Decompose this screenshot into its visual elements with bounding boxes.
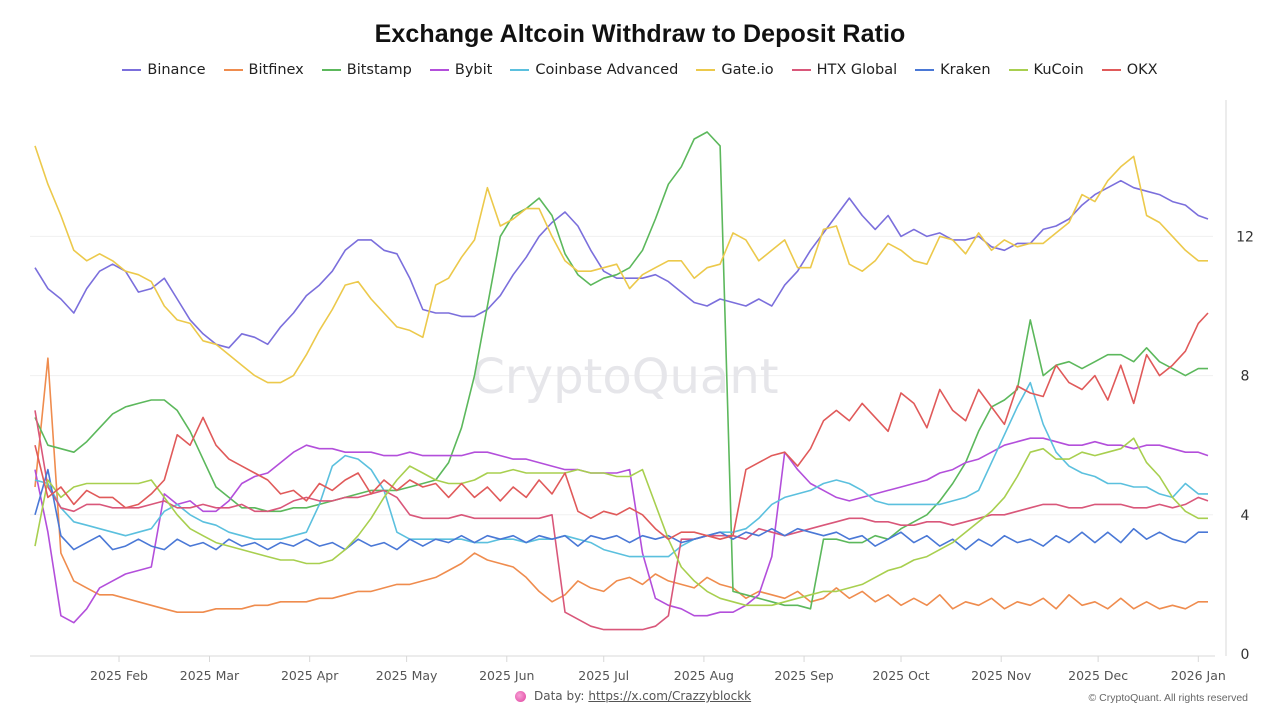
legend-item-kucoin[interactable]: KuCoin [1008,62,1084,78]
series-line-gate-io[interactable] [34,145,1208,384]
legend-swatch [1101,69,1121,71]
series-line-okx[interactable] [34,312,1209,541]
legend-swatch [122,69,142,71]
copyright-notice: © CryptoQuant. All rights reserved [1088,692,1248,704]
legend-swatch [429,69,449,71]
x-tick-label: 2025 Nov [971,668,1032,683]
series-line-binance[interactable] [34,179,1209,349]
legend-label: Kraken [940,62,991,78]
legend-item-kraken[interactable]: Kraken [915,62,991,78]
legend-label: Bitfinex [248,62,304,78]
series-line-coinbase-advanced[interactable] [34,381,1208,558]
data-source: Data by: https://x.com/Crazzyblockk [515,689,751,703]
x-tick-label: 2025 Jun [479,668,534,683]
x-axis-ticks: 2025 Feb 2025 Mar 2025 Apr 2025 May 2025 Jun… [90,656,1226,683]
watermark-logo: CryptoQuant [471,349,778,405]
grid-lines [30,235,1213,516]
chart-title: Exchange Altcoin Withdraw to Deposit Rat… [374,20,906,48]
legend-item-coinbase-advanced[interactable]: Coinbase Advanced [510,62,678,78]
x-tick-label: 2025 Apr [281,668,339,683]
legend-item-okx[interactable]: OKX [1101,62,1158,78]
legend-label: HTX Global [816,62,898,78]
legend-label: Gate.io [721,62,774,78]
x-tick-label: 2025 Sep [774,668,833,683]
legend-item-binance[interactable]: Binance [122,62,206,78]
series-line-kraken[interactable] [34,468,1208,551]
series-line-htx-global[interactable] [34,410,1209,631]
x-tick-label: 2025 Aug [674,668,734,683]
series-line-bybit[interactable] [34,437,1209,624]
legend-swatch [915,69,935,71]
legend-label: Coinbase Advanced [535,62,679,78]
x-tick-label: 2025 Dec [1068,668,1128,683]
y-tick-label: 12 [1236,229,1254,245]
x-tick-label: 2025 Oct [872,668,929,683]
legend-item-gate-io[interactable]: Gate.io [696,62,774,78]
x-tick-label: 2025 May [376,668,438,683]
y-tick-label: 4 [1241,508,1250,524]
legend-item-bitstamp[interactable]: Bitstamp [321,62,412,78]
x-tick-label: 2025 Feb [90,668,148,683]
y-tick-label: 8 [1241,369,1250,385]
data-source-link[interactable]: https://x.com/Crazzyblockk [588,689,752,703]
data-by-label: Data by: [534,689,585,703]
brain-icon [515,690,526,702]
legend-swatch [696,69,716,71]
legend-label: Binance [147,62,206,78]
legend-swatch [223,69,243,71]
legend-item-bybit[interactable]: Bybit [429,62,493,78]
legend-item-htx-global[interactable]: HTX Global [791,62,898,78]
legend-swatch [321,69,341,71]
chart-legend: Binance Bitfinex Bitstamp Bybit Coinbase Adv… [0,62,1280,78]
x-tick-label: 2025 Jul [578,668,629,683]
x-tick-label: 2025 Mar [180,668,240,683]
legend-label: OKX [1126,62,1158,78]
legend-swatch [791,69,811,71]
legend-label: Bybit [454,62,493,78]
y-tick-label: 0 [1241,647,1250,663]
x-tick-label: 2026 Jan [1171,668,1226,683]
axes [30,100,1227,657]
legend-item-bitfinex[interactable]: Bitfinex [223,62,304,78]
series-lines [34,131,1209,631]
legend-swatch [1008,69,1028,71]
y-axis-ticks: 0 4 8 12 [1236,229,1254,663]
series-line-bitfinex[interactable] [34,357,1208,614]
series-line-kucoin[interactable] [34,437,1208,607]
legend-swatch [510,69,530,71]
legend-label: KuCoin [1033,62,1084,78]
legend-label: Bitstamp [346,62,412,78]
